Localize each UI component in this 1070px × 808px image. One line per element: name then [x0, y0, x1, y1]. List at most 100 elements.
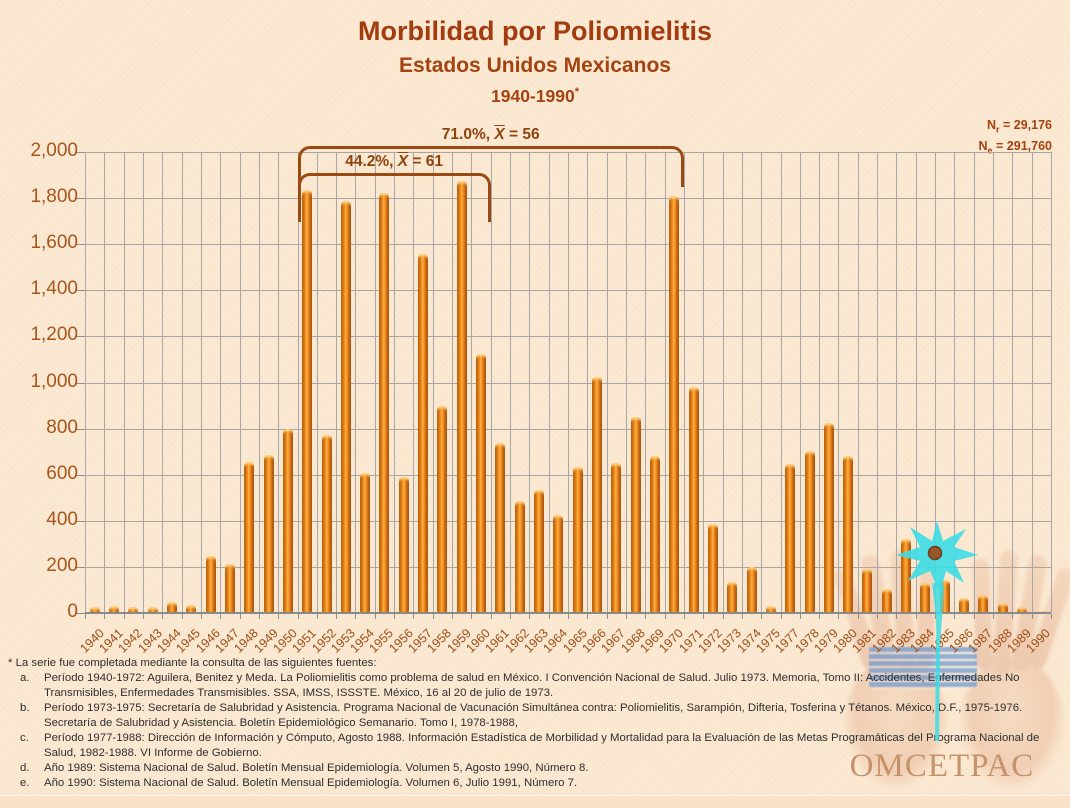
x-axis-tick — [606, 614, 608, 619]
bar-1954 — [360, 472, 371, 612]
x-axis-tick — [954, 614, 956, 619]
gridline-horizontal — [85, 428, 1051, 430]
stat-ne: Ne = 291,760 — [979, 137, 1052, 158]
bar-chart-plot-area: 0 200 400 600 800 1,000 1,200 1,400 1,600 1,800 2,… — [30, 126, 1053, 656]
footnote-item: b. Período 1973-1975: Secretaría de Salub… — [8, 701, 1050, 731]
x-axis-tick — [1012, 614, 1014, 619]
footnote-item: a. Período 1940-1972: Aguilera, Benitez y… — [8, 671, 1050, 701]
x-axis-tick — [452, 614, 454, 619]
footnote-letter: d. — [20, 761, 30, 774]
bar-1967 — [611, 463, 622, 612]
bar-1987 — [978, 594, 989, 612]
x-axis-tick — [587, 614, 589, 619]
x-axis-tick — [1051, 614, 1052, 619]
bar-1969 — [649, 456, 660, 612]
x-axis-tick — [973, 614, 975, 619]
bar-1990 — [1036, 610, 1047, 612]
stat-ne-value: = 291,760 — [992, 139, 1052, 153]
y-axis-label: 1,000 — [30, 370, 78, 392]
y-axis-tick — [75, 474, 85, 476]
bar-1949 — [263, 455, 274, 612]
gridline-horizontal — [85, 336, 1051, 338]
x-axis-tick — [142, 614, 144, 619]
bar-1947 — [224, 563, 235, 612]
y-axis-label: 1,600 — [30, 232, 78, 254]
footnote-item: d. Año 1989: Sistema Nacional de Salud. B… — [8, 761, 1050, 776]
gridline-horizontal — [85, 474, 1051, 476]
bar-1960 — [476, 353, 487, 612]
x-axis-tick — [336, 614, 338, 619]
footnote-intro: * La serie fue completada mediante la co… — [8, 657, 377, 669]
x-axis-tick — [993, 614, 995, 619]
bar-1959 — [456, 180, 467, 612]
x-axis-tick — [915, 614, 917, 619]
right-hand-palm — [960, 658, 1064, 788]
bar-1940 — [89, 607, 100, 612]
page-title: Morbilidad por Poliomielitis — [357, 16, 713, 46]
x-axis-tick — [355, 614, 357, 619]
x-axis-tick — [819, 614, 821, 619]
bar-1989 — [1017, 607, 1028, 612]
y-axis-label: 0 — [67, 601, 78, 622]
footnote-item: c. Período 1977-1988: Dirección de Inform… — [8, 731, 1050, 761]
x-axis-tick — [877, 614, 879, 619]
sample-stats: Nr = 29,176 Ne = 291,760 — [979, 116, 1052, 158]
bar-1958 — [437, 405, 448, 612]
bar-1948 — [244, 462, 255, 612]
x-axis-tick — [645, 614, 647, 619]
bar-1968 — [630, 417, 641, 612]
logo-stamp-watermark — [869, 645, 977, 689]
bar-1984 — [920, 583, 931, 612]
x-axis-tick — [896, 614, 898, 619]
bar-1957 — [418, 253, 429, 612]
x-axis-tick — [490, 614, 492, 619]
stat-nr-value: = 29,176 — [999, 118, 1052, 132]
bar-1985 — [939, 579, 950, 612]
bar-1952 — [321, 434, 332, 612]
page-subtitle: Estados Unidos Mexicanos — [399, 54, 671, 77]
bar-1961 — [495, 442, 506, 612]
bar-1942 — [128, 607, 139, 612]
x-axis-tick — [568, 614, 569, 619]
x-axis-tick — [548, 614, 550, 619]
x-axis-tick — [722, 614, 724, 619]
y-axis-label: 400 — [46, 508, 78, 530]
bar-1971 — [688, 387, 699, 612]
x-axis-tick — [220, 614, 222, 619]
bar-1978 — [804, 450, 815, 612]
y-axis-tick — [75, 152, 85, 153]
stat-ne-base: N — [978, 139, 988, 153]
y-axis-label: 800 — [46, 416, 78, 438]
x-axis-tick — [510, 614, 512, 619]
annotation-label: 71.0%, X = 56 — [441, 126, 540, 143]
x-axis-tick — [316, 614, 318, 619]
y-axis-tick — [75, 198, 85, 200]
y-axis-label: 1,800 — [30, 186, 78, 208]
gridline-horizontal — [85, 198, 1051, 200]
footnote-text: Período 1940-1972: Aguilera, Benitez y M… — [44, 671, 1020, 699]
bar-1975 — [765, 606, 776, 612]
x-axis-tick — [741, 614, 743, 619]
bar-1973 — [727, 582, 738, 612]
x-axis-tick — [413, 614, 415, 619]
bar-1955 — [379, 192, 390, 612]
gridline-horizontal — [85, 244, 1051, 246]
gridline-horizontal — [85, 290, 1051, 292]
bar-1953 — [340, 200, 351, 612]
footnote-letter: c. — [20, 731, 29, 744]
bar-1964 — [553, 515, 564, 612]
bar-1974 — [746, 567, 757, 612]
neuron-icon — [896, 521, 978, 741]
y-axis-tick — [75, 613, 85, 614]
gridline-horizontal — [85, 520, 1051, 522]
stat-nr-base: N — [986, 118, 996, 132]
footnote-text: Año 1990: Sistema Nacional de Salud. Bol… — [44, 776, 578, 789]
x-axis-tick — [181, 614, 183, 619]
x-axis-tick — [374, 614, 376, 619]
gridline-horizontal — [85, 382, 1051, 384]
gridline-vertical — [1051, 152, 1052, 613]
hands-watermark-image — [832, 548, 1070, 796]
bar-1980 — [843, 456, 854, 612]
x-axis-tick — [703, 614, 705, 619]
bar-1943 — [147, 607, 158, 612]
